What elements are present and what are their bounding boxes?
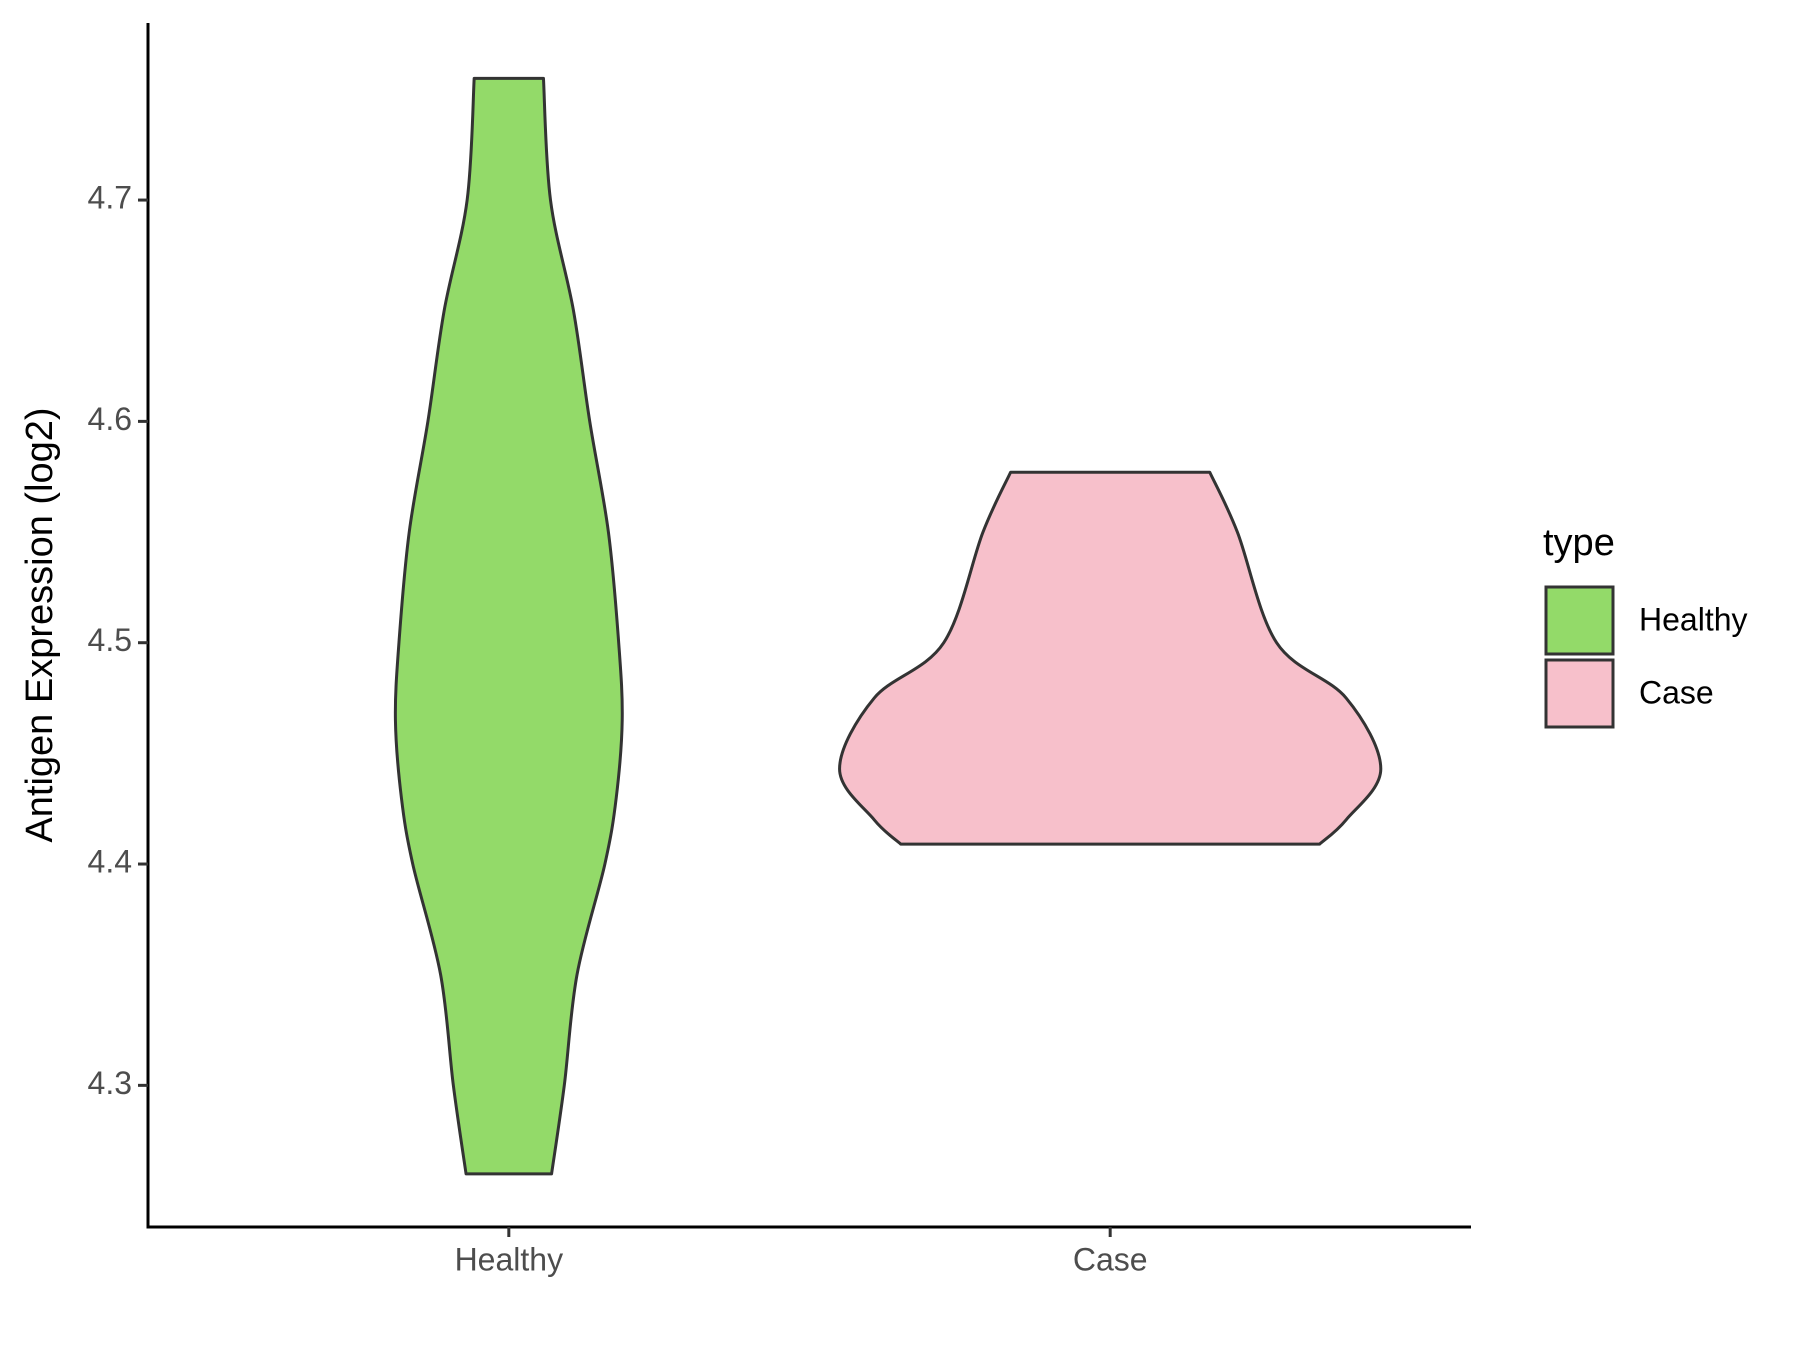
y-tick-label: 4.5 [88,622,132,658]
x-tick-label: Case [1073,1241,1148,1277]
violin [838,470,1383,846]
y-tick-label: 4.4 [88,843,132,879]
y-tick-label: 4.7 [88,180,132,216]
x-tick-label: Healthy [455,1241,564,1277]
violin [393,76,624,1176]
legend-label: Healthy [1639,601,1748,637]
y-axis-title: Antigen Expression (log2) [19,407,61,842]
legend-key [1544,585,1615,656]
legend-key [1544,658,1615,729]
y-tick-label: 4.6 [88,401,132,437]
legend-label: Case [1639,674,1714,710]
legend-title: type [1543,522,1615,564]
y-tick-label: 4.3 [88,1065,132,1101]
